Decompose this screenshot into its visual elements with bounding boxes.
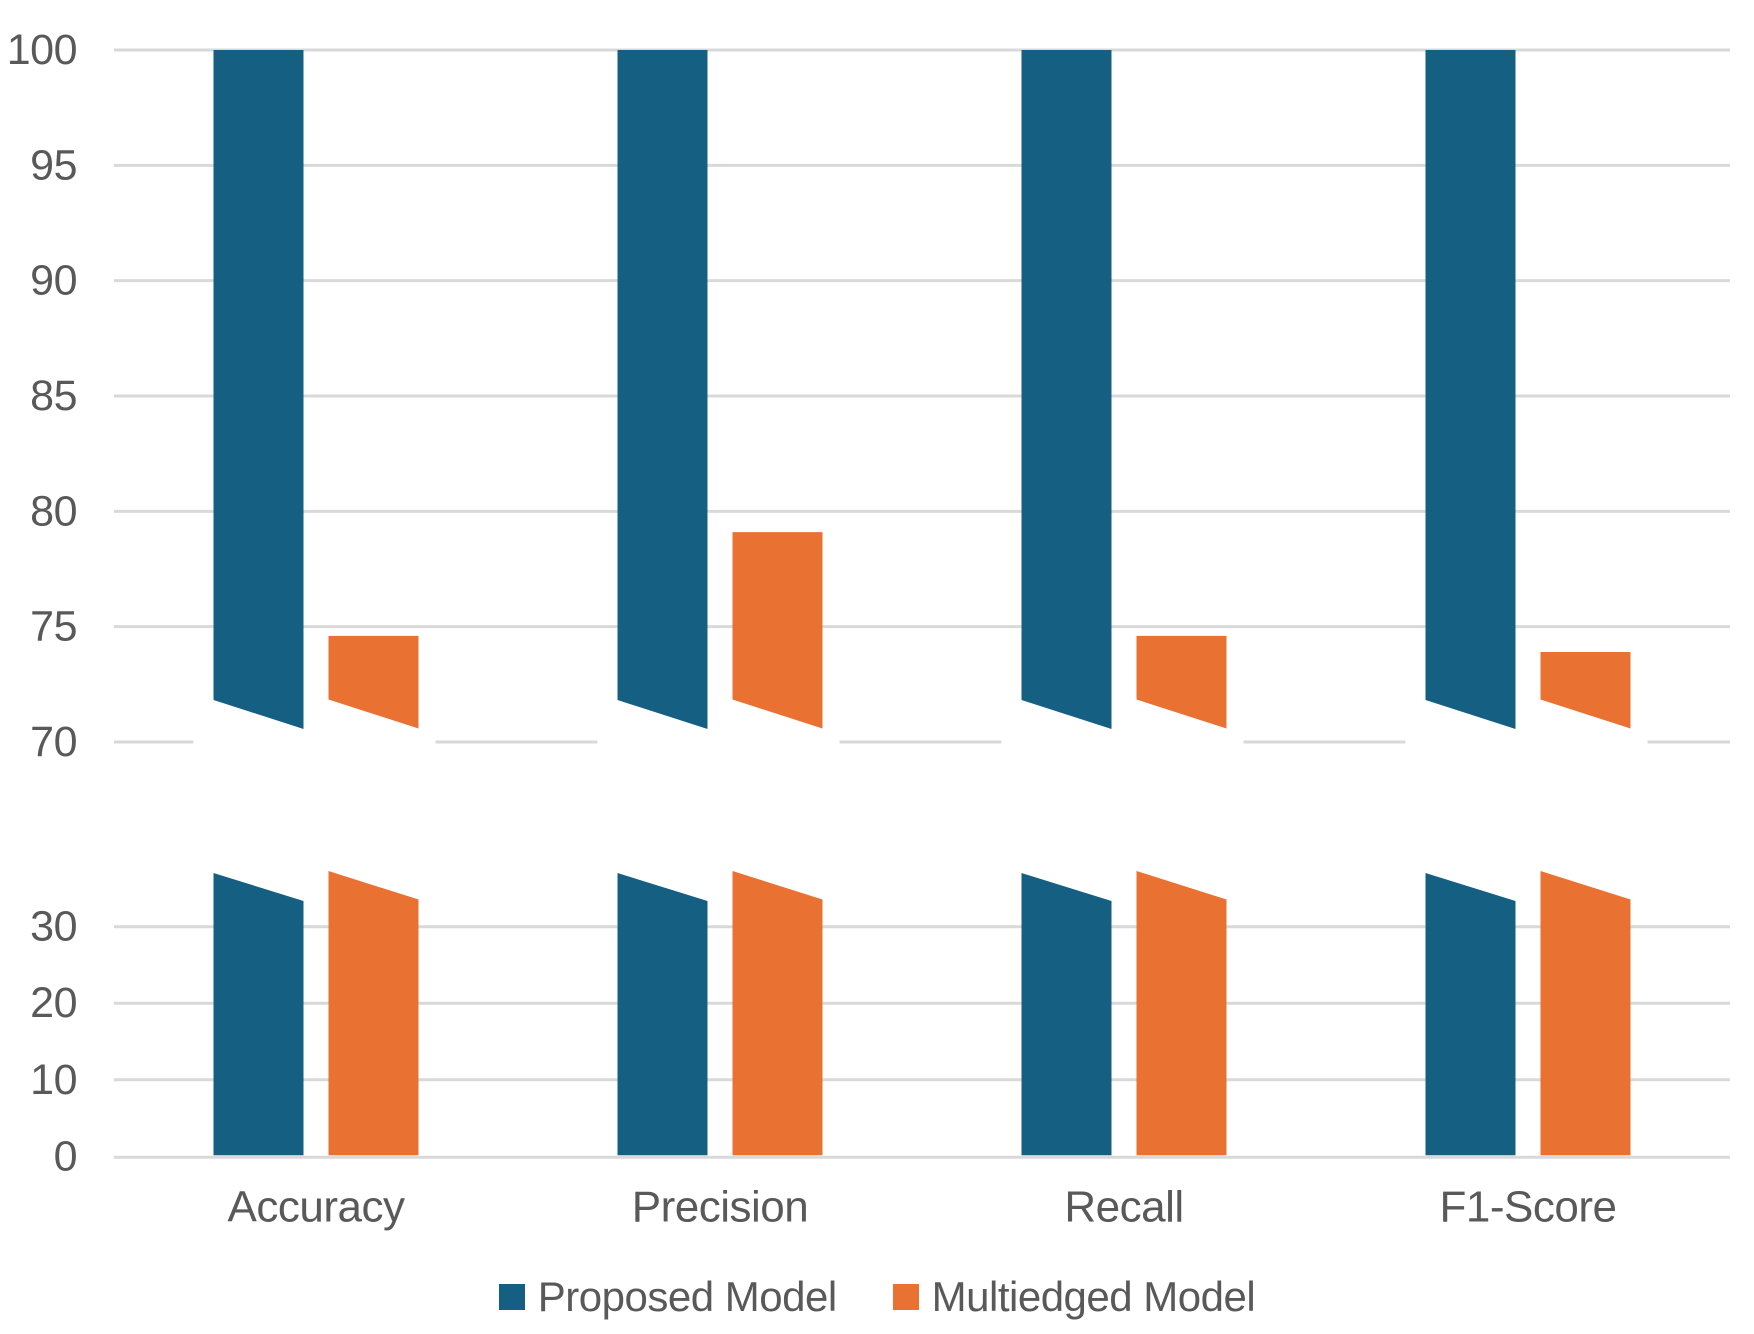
- y-axis-tick-label: 95: [30, 141, 77, 189]
- x-axis-category-label: Recall: [1064, 1183, 1183, 1232]
- bar-bottom-multiedged-model-precision: [732, 871, 823, 1156]
- legend: Proposed Model Multiedged Model: [0, 1276, 1754, 1318]
- bar-top-multiedged-model-recall: [1136, 635, 1227, 729]
- y-axis-tick-label: 85: [30, 372, 77, 420]
- bar-top-proposed-model-recall: [1021, 50, 1112, 729]
- legend-item-proposed-model: Proposed Model: [498, 1273, 837, 1320]
- bar-bottom-multiedged-model-recall: [1136, 871, 1227, 1156]
- bar-top-proposed-model-f1-score: [1425, 50, 1516, 729]
- bar-bottom-multiedged-model-accuracy: [328, 871, 419, 1156]
- bar-bottom-proposed-model-accuracy: [213, 873, 304, 1156]
- legend-swatch-multiedged-model: [892, 1284, 919, 1310]
- y-axis-tick-label: 100: [7, 26, 77, 74]
- bar-top-proposed-model-accuracy: [213, 50, 304, 729]
- y-axis-tick-label: 80: [30, 487, 77, 535]
- bar-bottom-proposed-model-precision: [617, 873, 708, 1156]
- legend-item-multiedged-model: Multiedged Model: [892, 1273, 1256, 1320]
- bar-top-multiedged-model-precision: [732, 532, 823, 729]
- bar-bottom-proposed-model-recall: [1021, 873, 1112, 1156]
- x-axis-category-label: Precision: [632, 1183, 808, 1232]
- y-axis-tick-label: 0: [54, 1132, 77, 1180]
- y-axis-tick-label: 75: [30, 603, 77, 651]
- legend-label-proposed-model: Proposed Model: [537, 1273, 837, 1320]
- bar-top-multiedged-model-f1-score: [1540, 652, 1631, 729]
- x-axis-category-label: Accuracy: [228, 1183, 405, 1232]
- legend-label-multiedged-model: Multiedged Model: [931, 1273, 1256, 1320]
- legend-swatch-proposed-model: [498, 1284, 525, 1310]
- x-axis-category-label: F1-Score: [1440, 1183, 1617, 1232]
- y-axis-tick-label: 20: [30, 979, 77, 1027]
- y-axis-tick-label: 30: [30, 903, 77, 951]
- bar-top-proposed-model-precision: [617, 50, 708, 729]
- bar-bottom-multiedged-model-f1-score: [1540, 871, 1631, 1156]
- bar-top-multiedged-model-accuracy: [328, 635, 419, 729]
- bar-bottom-proposed-model-f1-score: [1425, 873, 1516, 1156]
- y-axis-tick-label: 90: [30, 257, 77, 305]
- y-axis-tick-label: 70: [30, 718, 77, 766]
- y-axis-tick-label: 10: [30, 1056, 77, 1104]
